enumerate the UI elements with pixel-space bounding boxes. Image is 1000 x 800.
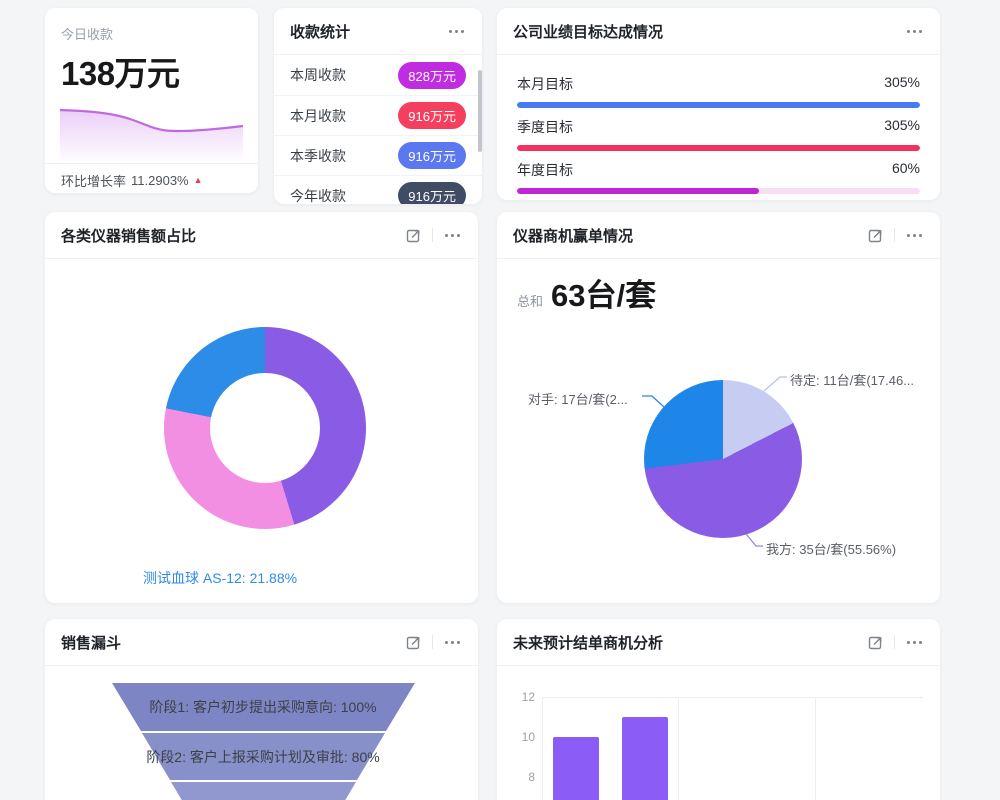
progress-fill — [517, 102, 920, 108]
today-collections-value: 138万元 — [61, 55, 180, 92]
y-axis-tick: 12 — [521, 690, 535, 704]
divider — [45, 163, 258, 164]
gridline — [678, 697, 679, 800]
bar-series-value[interactable] — [553, 737, 599, 800]
growth-rate-value: 11.2903% — [131, 173, 189, 188]
more-options-icon[interactable] — [443, 230, 462, 241]
pie-label-pending: 待定: 11台/套(17.46... — [790, 373, 915, 388]
divider — [894, 228, 895, 242]
more-options-icon[interactable] — [905, 26, 924, 37]
more-options-icon[interactable] — [905, 637, 924, 648]
card-title: 销售漏斗 — [61, 634, 122, 652]
stat-value-badge: 916万元 — [398, 182, 466, 204]
card-header: 销售漏斗 — [45, 619, 478, 666]
gridline — [815, 697, 816, 800]
pie-label-competitor: 对手: 17台/套(2... — [528, 392, 628, 407]
stat-row: 本季收款 916万元 — [274, 135, 482, 175]
funnel-stage-3[interactable] — [171, 782, 356, 800]
stat-row: 本月收款 916万元 — [274, 95, 482, 135]
progress-fill — [517, 145, 920, 151]
y-axis-tick: 10 — [521, 730, 535, 744]
goal-row: 年度目标 60% — [517, 160, 920, 194]
goal-row: 本月目标 305% — [517, 74, 920, 108]
card-sales-funnel: 销售漏斗 阶段1: 客户初步提出采购意向: 100% 阶段2: 客户上报采购计划… — [45, 619, 478, 800]
card-header: 各类仪器销售额占比 — [45, 212, 478, 259]
scrollbar-thumb[interactable] — [478, 70, 482, 152]
stat-value-badge: 916万元 — [398, 142, 466, 169]
total-row: 总和 63台/套 — [517, 270, 656, 315]
goal-value: 305% — [884, 74, 920, 90]
progress-fill — [517, 188, 759, 194]
card-title: 公司业绩目标达成情况 — [513, 23, 664, 41]
goal-row: 季度目标 305% — [517, 117, 920, 151]
card-header: 仪器商机赢单情况 — [497, 212, 940, 259]
card-header: 未来预计结单商机分析 — [497, 619, 940, 666]
gridline — [542, 697, 923, 698]
goal-value: 305% — [884, 117, 920, 133]
card-company-goals: 公司业绩目标达成情况 本月目标 305% 季度目标 305% — [497, 8, 940, 200]
stat-label: 本月收款 — [290, 107, 346, 124]
export-icon[interactable] — [867, 634, 884, 651]
goal-label: 年度目标 — [517, 162, 573, 178]
card-collection-stats: 收款统计 本周收款 828万元 本月收款 916万元 本季收款 916万元 今年… — [274, 8, 482, 204]
progress-track — [517, 102, 920, 108]
card-future-opportunities: 未来预计结单商机分析 12 10 8 — [497, 619, 940, 800]
card-header: 公司业绩目标达成情况 — [497, 8, 940, 55]
divider — [432, 635, 433, 649]
divider — [432, 228, 433, 242]
funnel-stage-2[interactable] — [142, 733, 385, 780]
progress-track — [517, 145, 920, 151]
growth-rate-label: 环比增长率 — [61, 174, 127, 189]
donut-hole — [210, 373, 320, 483]
more-options-icon[interactable] — [447, 26, 466, 37]
sparkline-area-chart — [60, 108, 243, 161]
stat-label: 今年收款 — [290, 187, 346, 204]
card-title: 仪器商机赢单情况 — [513, 227, 634, 245]
stat-label: 本季收款 — [290, 147, 346, 164]
growth-rate-row: 环比增长率 11.2903% ▲ — [61, 171, 203, 190]
y-axis-tick: 8 — [528, 770, 535, 784]
more-options-icon[interactable] — [905, 230, 924, 241]
goal-label: 季度目标 — [517, 119, 573, 135]
export-icon[interactable] — [405, 634, 422, 651]
card-header: 收款统计 — [274, 8, 482, 55]
card-today-collections: 今日收款 138万元 环比增长率 11.2903% ▲ — [45, 8, 258, 193]
bar-series-value[interactable] — [622, 717, 668, 800]
card-title: 各类仪器销售额占比 — [61, 227, 197, 245]
today-collections-label: 今日收款 — [61, 27, 114, 42]
funnel-stage-1[interactable] — [112, 683, 415, 731]
card-instrument-sales-share: 各类仪器销售额占比 测试血球 AS-12: 21.88% 测试凝血 ACL T7… — [45, 212, 478, 603]
funnel-stage-2-label: 阶段2: 客户上报采购计划及审批: 80% — [146, 749, 379, 765]
export-icon[interactable] — [867, 227, 884, 244]
pie-chart[interactable] — [644, 380, 802, 538]
donut-label-blood-cell: 测试血球 AS-12: 21.88% — [143, 570, 298, 586]
stat-value-badge: 916万元 — [398, 102, 466, 129]
stat-value-badge: 828万元 — [398, 61, 466, 89]
funnel-chart[interactable]: 阶段1: 客户初步提出采购意向: 100% 阶段2: 客户上报采购计划及审批: … — [45, 619, 478, 800]
goal-value: 60% — [891, 160, 920, 176]
export-icon[interactable] — [405, 227, 422, 244]
total-label: 总和 — [517, 294, 544, 309]
funnel-stage-1-label: 阶段1: 客户初步提出采购意向: 100% — [149, 699, 376, 715]
more-options-icon[interactable] — [443, 637, 462, 648]
stat-label: 本周收款 — [290, 67, 346, 83]
card-opportunity-wins: 仪器商机赢单情况 总和 63台/套 待定: 11台/套(17.46... 对手:… — [497, 212, 940, 603]
total-value: 63台/套 — [551, 278, 657, 313]
stat-row: 本周收款 828万元 — [274, 55, 482, 95]
stat-row: 今年收款 916万元 — [274, 175, 482, 204]
card-title: 收款统计 — [290, 23, 351, 41]
goal-label: 本月目标 — [517, 76, 573, 92]
progress-track — [517, 188, 920, 194]
card-title: 未来预计结单商机分析 — [513, 634, 664, 652]
pie-label-ours: 我方: 35台/套(55.56%) — [766, 542, 897, 557]
divider — [894, 635, 895, 649]
gridline — [542, 697, 543, 800]
trend-up-icon: ▲ — [193, 175, 203, 185]
